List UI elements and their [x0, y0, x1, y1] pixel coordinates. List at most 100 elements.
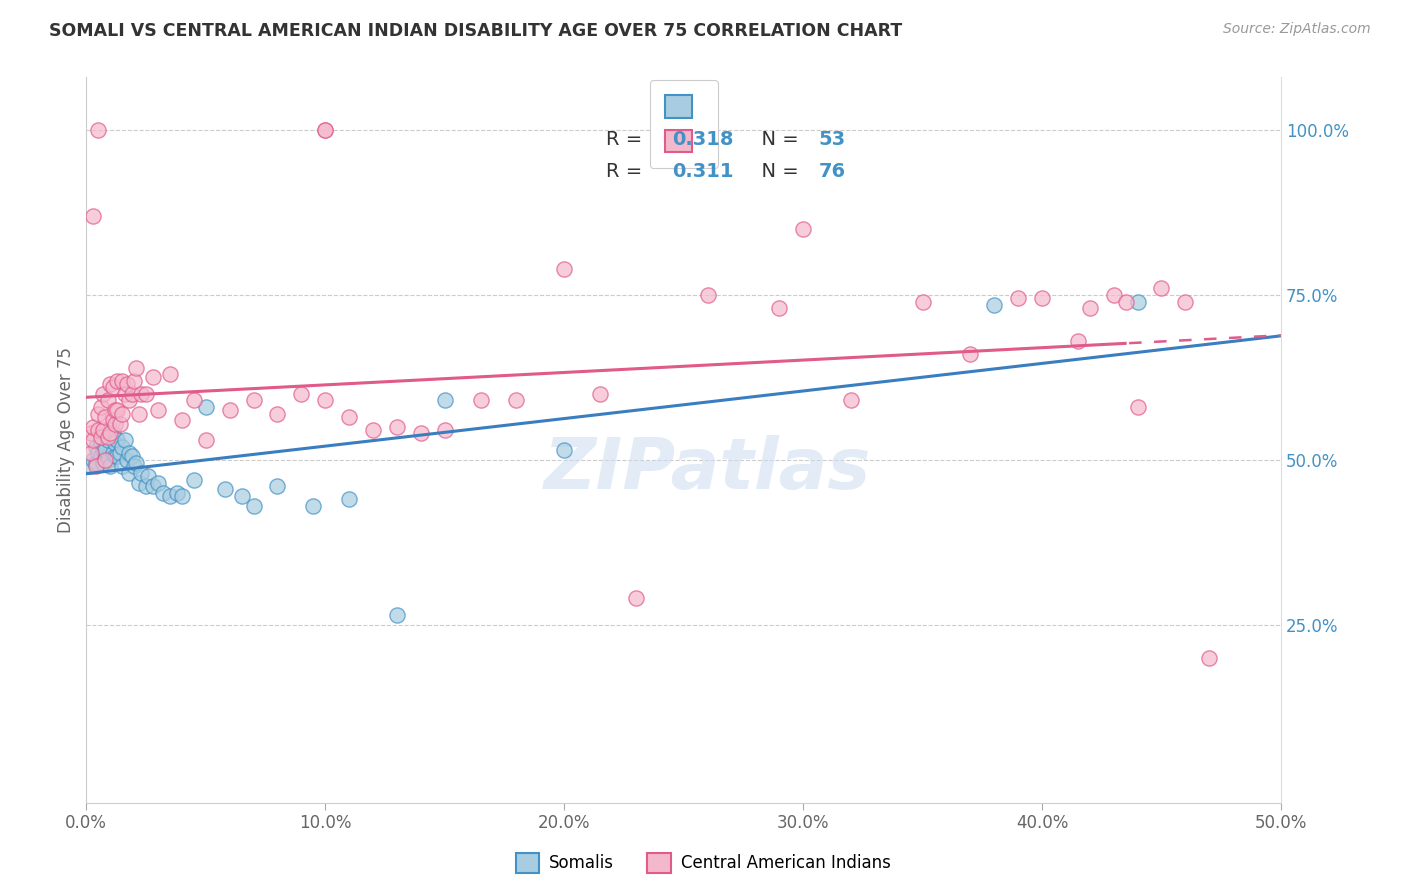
Point [1031, 291, 1053, 305]
Point [105, 433, 128, 447]
Point [114, 387, 136, 401]
Point [1115, 294, 1137, 309]
Point [242, 499, 264, 513]
Point [104, 417, 127, 431]
Point [385, 420, 408, 434]
Point [118, 446, 141, 460]
Point [97, 430, 120, 444]
Point [146, 475, 169, 490]
Point [125, 456, 148, 470]
Point [146, 403, 169, 417]
Point [101, 380, 124, 394]
Point [266, 407, 288, 421]
Point [242, 393, 264, 408]
Point [87, 407, 110, 421]
Point [385, 607, 408, 622]
Point [337, 409, 360, 424]
Point [94, 409, 117, 424]
Point [1150, 281, 1173, 295]
Text: 0.318: 0.318 [672, 129, 733, 149]
Text: 0.311: 0.311 [672, 162, 733, 181]
Point [125, 360, 148, 375]
Point [337, 492, 360, 507]
Point [266, 479, 288, 493]
Point [983, 298, 1005, 312]
Point [470, 393, 492, 408]
Point [218, 403, 240, 417]
Text: 53: 53 [818, 129, 846, 149]
Point [82, 209, 104, 223]
Point [101, 446, 124, 460]
Point [128, 475, 150, 490]
Point [108, 446, 131, 460]
Point [105, 450, 128, 464]
Point [87, 423, 110, 437]
Point [314, 123, 336, 137]
Point [1007, 291, 1029, 305]
Point [91, 423, 114, 437]
Point [1078, 301, 1101, 315]
Text: R =: R = [606, 129, 655, 149]
Point [302, 499, 325, 513]
Point [142, 370, 165, 384]
Point [159, 489, 181, 503]
Point [839, 393, 862, 408]
Point [129, 466, 152, 480]
Point [231, 489, 253, 503]
Point [87, 123, 110, 137]
Point [115, 376, 138, 391]
Point [194, 433, 217, 447]
Point [214, 483, 236, 497]
Point [80, 426, 103, 441]
Point [104, 436, 127, 450]
Y-axis label: Disability Age Over 75: Disability Age Over 75 [58, 347, 75, 533]
Text: R =: R = [606, 162, 655, 181]
Point [94, 452, 117, 467]
Point [183, 473, 205, 487]
Point [409, 426, 432, 441]
Point [97, 433, 120, 447]
Point [122, 374, 145, 388]
Point [135, 479, 157, 493]
Text: N =: N = [749, 129, 806, 149]
Point [589, 387, 612, 401]
Point [959, 347, 981, 361]
Point [314, 393, 336, 408]
Text: SOMALI VS CENTRAL AMERICAN INDIAN DISABILITY AGE OVER 75 CORRELATION CHART: SOMALI VS CENTRAL AMERICAN INDIAN DISABI… [49, 22, 903, 40]
Point [91, 456, 114, 470]
Point [792, 222, 814, 236]
Text: ZIPatlas: ZIPatlas [544, 434, 872, 503]
Point [1102, 288, 1125, 302]
Point [170, 413, 193, 427]
Point [105, 374, 128, 388]
Point [101, 413, 124, 427]
Point [98, 376, 121, 391]
Point [80, 446, 103, 460]
Point [90, 400, 112, 414]
Point [505, 393, 527, 408]
Point [108, 417, 131, 431]
Point [121, 387, 143, 401]
Point [170, 489, 193, 503]
Point [1198, 650, 1220, 665]
Text: N =: N = [749, 162, 806, 181]
Point [1067, 334, 1090, 348]
Point [97, 452, 120, 467]
Point [553, 442, 575, 457]
Point [911, 294, 934, 309]
Point [91, 387, 114, 401]
Point [90, 430, 112, 444]
Point [138, 469, 160, 483]
Point [121, 450, 143, 464]
Point [166, 485, 188, 500]
Point [314, 123, 336, 137]
Point [553, 261, 575, 276]
Point [624, 591, 647, 606]
Point [111, 374, 134, 388]
Point [111, 440, 134, 454]
Text: Source: ZipAtlas.com: Source: ZipAtlas.com [1223, 22, 1371, 37]
Point [101, 426, 124, 441]
Legend: , : , [650, 80, 717, 168]
Point [115, 452, 138, 467]
Point [84, 440, 107, 454]
